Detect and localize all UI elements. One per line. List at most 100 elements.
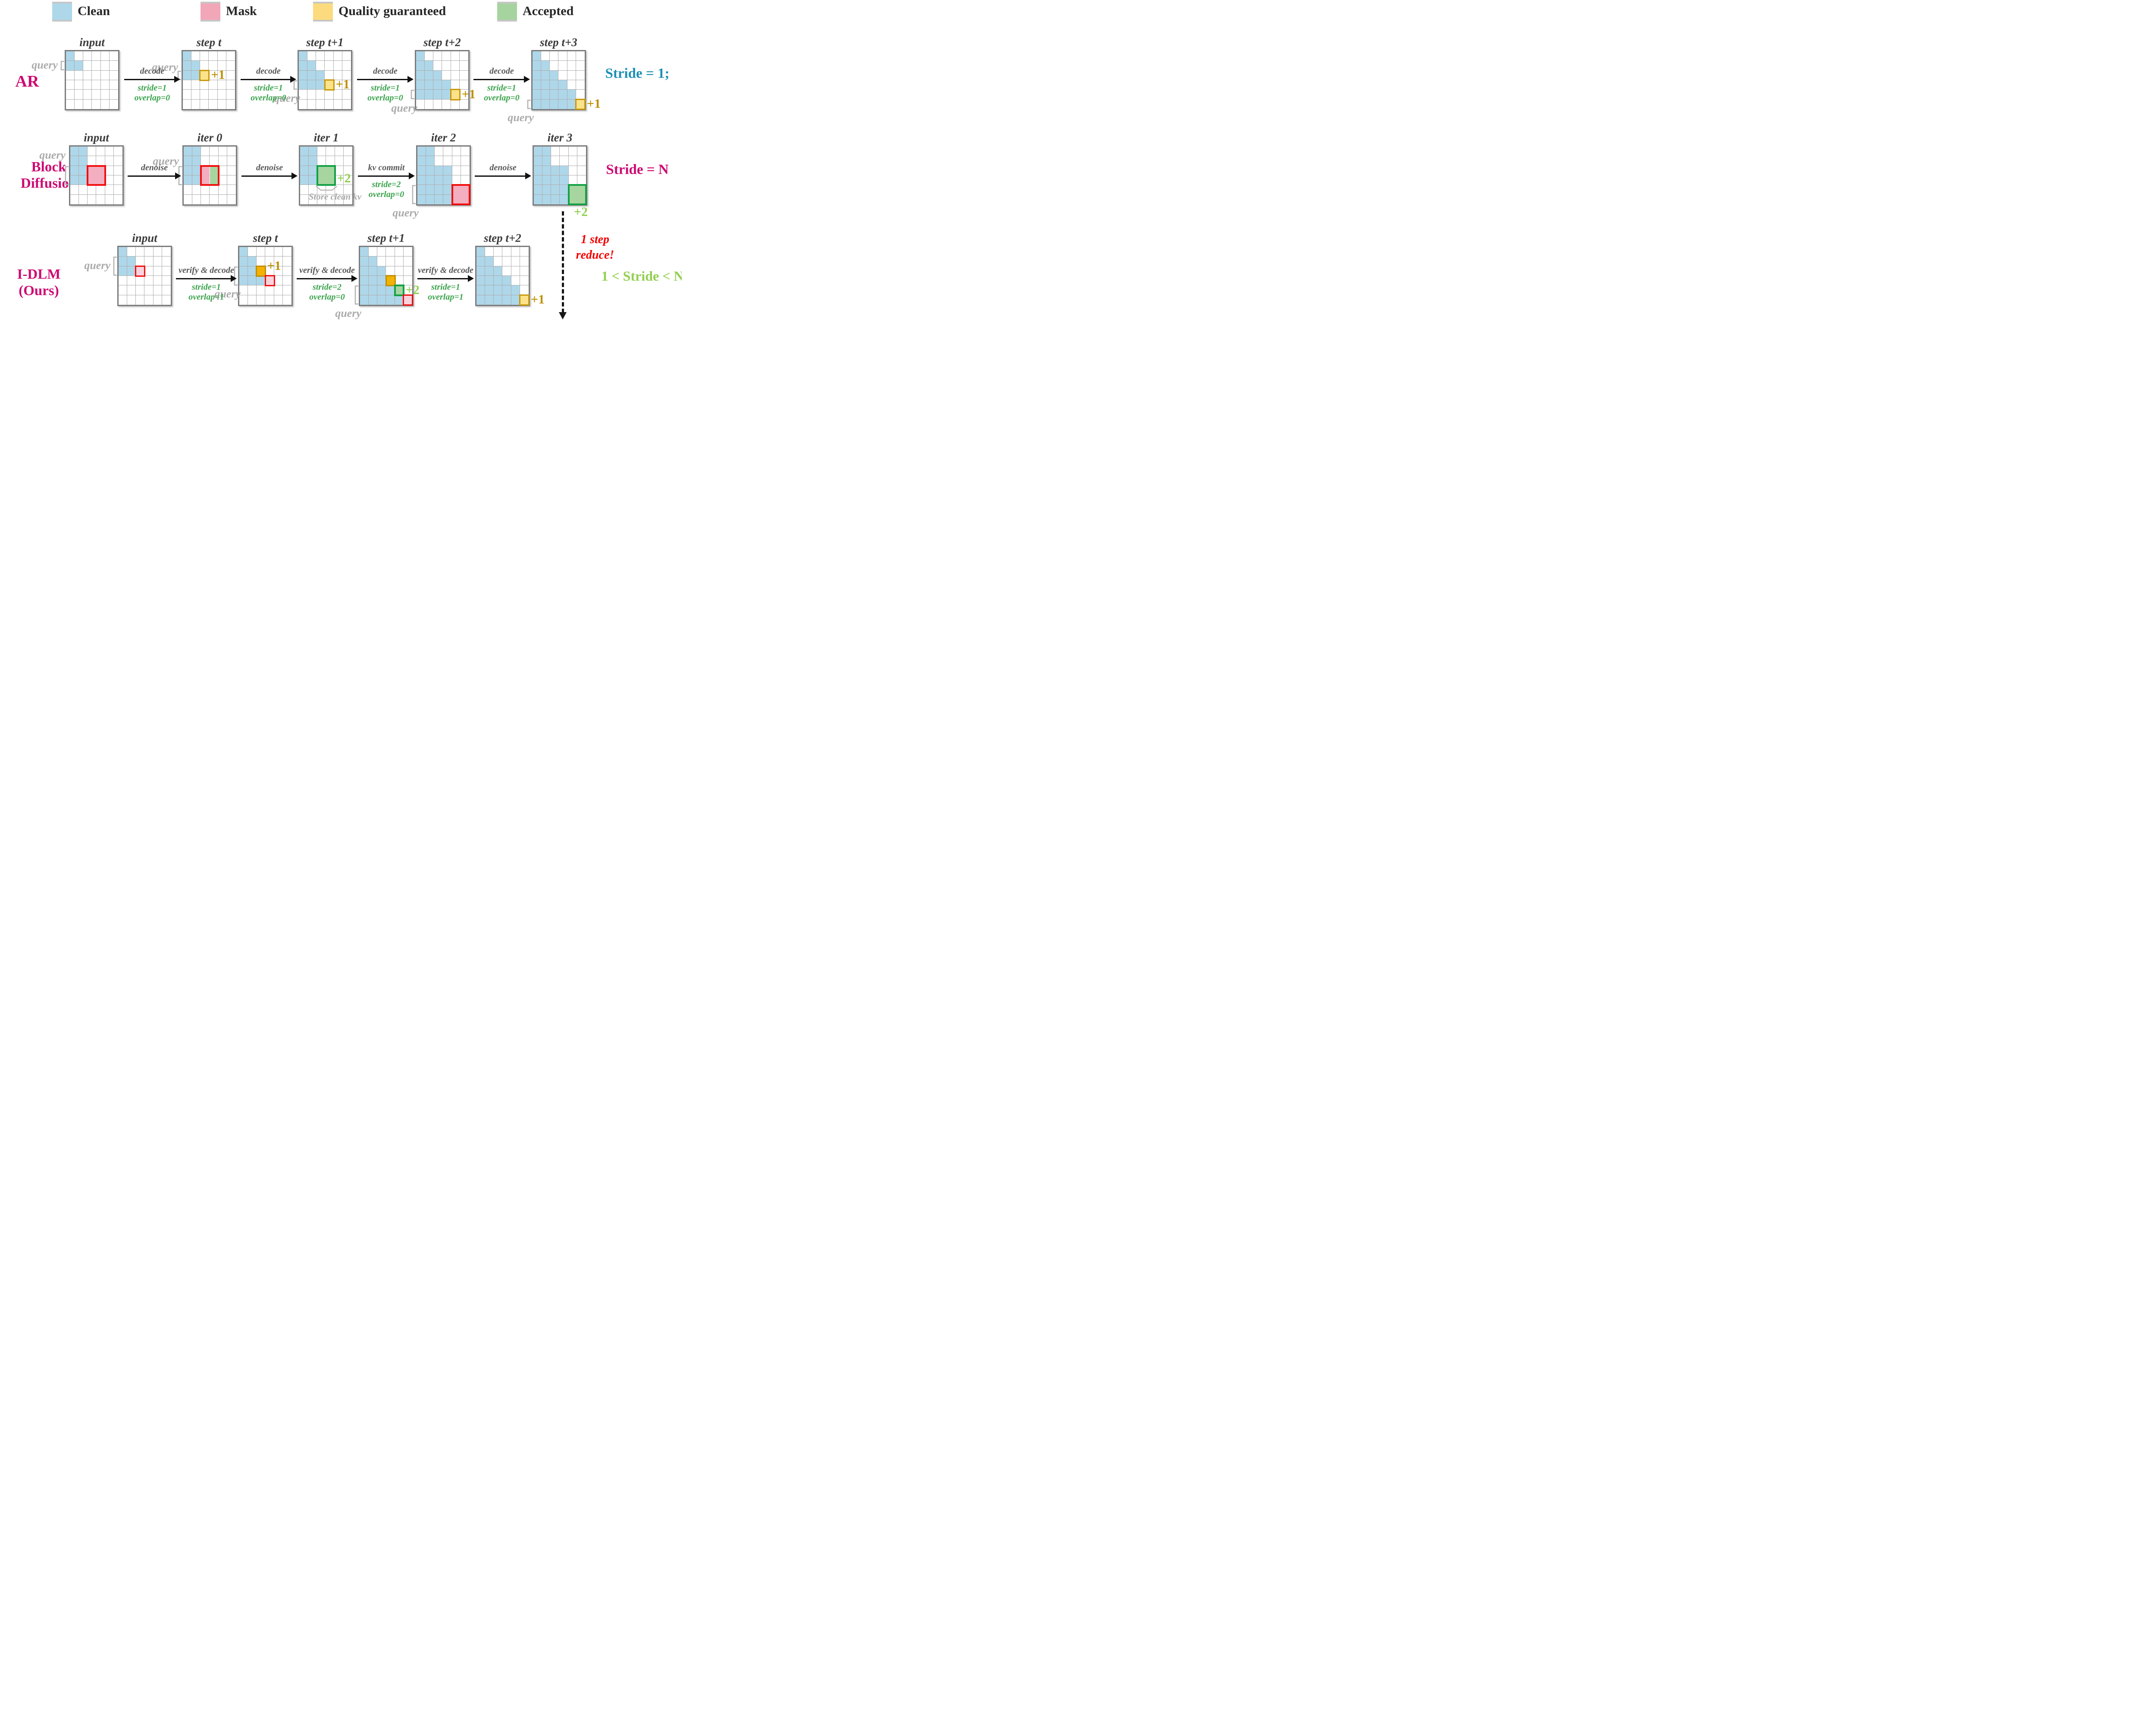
- empty-cell: [416, 99, 425, 109]
- arrow-overlap-note: overlap=1: [188, 292, 224, 302]
- empty-cell: [153, 276, 162, 286]
- empty-cell: [154, 295, 162, 305]
- row-label-diffusion: Diffusion: [20, 175, 77, 191]
- empty-cell: [433, 99, 442, 109]
- clean-cell: [309, 147, 318, 156]
- empty-cell: [100, 51, 110, 61]
- empty-cell: [459, 71, 468, 80]
- empty-cell: [109, 61, 118, 71]
- gain-label: +1: [211, 67, 225, 82]
- clean-cell: [66, 51, 75, 61]
- empty-cell: [83, 80, 92, 90]
- query-bracket: [411, 90, 414, 100]
- empty-cell: [459, 51, 468, 61]
- clean-cell: [494, 295, 503, 305]
- empty-cell: [153, 247, 162, 257]
- empty-cell: [316, 61, 325, 71]
- clean-cell: [534, 166, 543, 175]
- clean-cell: [550, 90, 559, 100]
- empty-cell: [335, 185, 344, 195]
- query-bracket: [113, 257, 117, 276]
- empty-cell: [191, 80, 201, 90]
- empty-cell: [101, 99, 110, 109]
- empty-cell: [568, 156, 577, 166]
- arrow-line-decode: [124, 78, 175, 80]
- empty-cell: [343, 166, 352, 175]
- clean-cell: [416, 51, 425, 61]
- empty-cell: [577, 166, 586, 175]
- clean-cell: [307, 80, 317, 90]
- clean-cell: [416, 70, 425, 80]
- empty-cell: [335, 166, 344, 175]
- arrow-label-decode: decode: [140, 66, 165, 76]
- gain-label: +1: [461, 87, 476, 101]
- clean-cell: [307, 61, 317, 71]
- empty-cell: [451, 61, 460, 71]
- empty-cell: [219, 194, 227, 204]
- query-label: query: [274, 92, 300, 105]
- empty-cell: [136, 247, 145, 257]
- empty-cell: [66, 99, 75, 109]
- clean-cell: [191, 61, 201, 71]
- row-label-ours: (Ours): [19, 283, 59, 299]
- empty-cell: [326, 185, 335, 195]
- clean-cell: [307, 70, 317, 80]
- empty-cell: [334, 99, 342, 109]
- clean-cell: [70, 175, 79, 185]
- clean-cell: [560, 185, 569, 195]
- clean-cell: [533, 99, 542, 109]
- clean-cell: [541, 80, 550, 90]
- empty-cell: [239, 285, 248, 295]
- mask-swatch: [201, 2, 220, 22]
- empty-cell: [282, 247, 291, 257]
- query-label: query: [214, 288, 241, 300]
- empty-cell: [162, 276, 171, 286]
- empty-cell: [127, 276, 136, 286]
- arrow-label-verify-decode: verify & decode: [179, 266, 234, 275]
- empty-cell: [226, 90, 235, 100]
- query-label: query: [335, 307, 361, 319]
- empty-cell: [83, 70, 92, 80]
- reduce-note-line2: reduce!: [576, 248, 614, 262]
- empty-cell: [92, 61, 101, 71]
- clean-cell: [416, 90, 425, 100]
- arrow-line-denoise: [475, 175, 526, 177]
- empty-cell: [274, 285, 283, 295]
- empty-cell: [226, 61, 235, 71]
- empty-cell: [162, 285, 171, 295]
- empty-cell: [309, 185, 318, 195]
- empty-cell: [307, 51, 317, 61]
- empty-cell: [343, 175, 352, 185]
- empty-cell: [113, 166, 122, 175]
- clean-cell: [485, 276, 494, 286]
- clean-cell: [502, 285, 511, 295]
- query-label: query: [391, 101, 417, 114]
- empty-cell: [217, 80, 226, 90]
- arrow-stride-note: stride=1: [371, 83, 400, 93]
- figure-canvas: Clean Mask Quality guaranteed Accepted A…: [0, 0, 682, 344]
- overlay-mask-light: [264, 275, 275, 287]
- empty-cell: [325, 99, 334, 109]
- clean-cell: [316, 70, 325, 80]
- arrow-head: [468, 275, 474, 282]
- clean-cell: [533, 80, 542, 90]
- empty-cell: [386, 257, 395, 266]
- empty-cell: [485, 247, 494, 257]
- empty-cell: [342, 90, 351, 100]
- clean-cell: [377, 266, 386, 276]
- empty-cell: [100, 70, 110, 80]
- empty-cell: [442, 51, 451, 61]
- clean-cell: [558, 80, 567, 90]
- empty-cell: [144, 257, 154, 266]
- empty-cell: [200, 51, 209, 61]
- clean-cell: [558, 99, 567, 109]
- clean-cell: [542, 147, 552, 156]
- gain-label: +1: [587, 96, 601, 111]
- empty-cell: [425, 99, 434, 109]
- grid-cells: [119, 247, 171, 305]
- empty-cell: [248, 247, 257, 257]
- empty-cell: [184, 194, 193, 204]
- split-accepted-half: [210, 166, 218, 185]
- grid-idlm-input: input: [117, 232, 172, 306]
- empty-cell: [274, 266, 283, 276]
